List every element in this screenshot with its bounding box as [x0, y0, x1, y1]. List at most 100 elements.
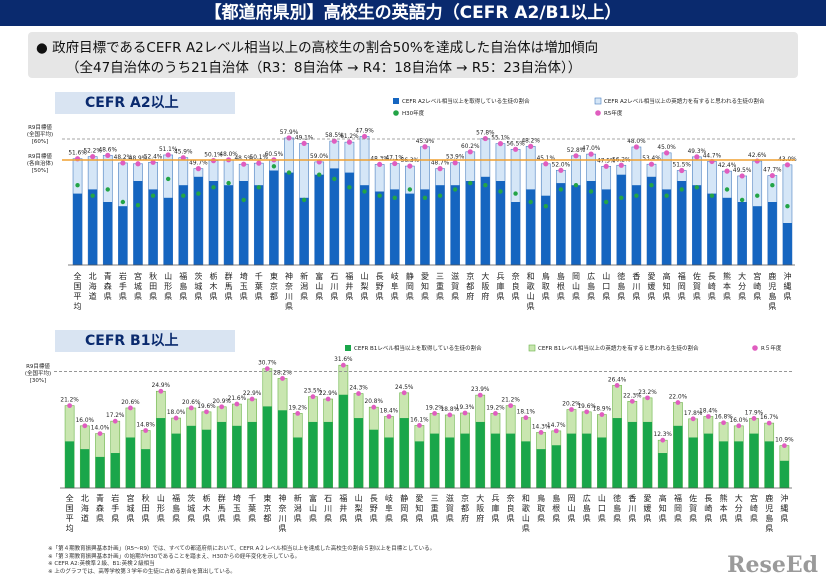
data-label-a2: 47.1% [386, 156, 405, 162]
category-b1: 滋賀県 [446, 493, 454, 523]
legend-label: R５年度 [761, 344, 782, 352]
category-char: 県 [723, 292, 731, 301]
category-b1: 富山県 [309, 493, 317, 523]
category-a2: 山梨県 [361, 271, 369, 301]
category-char: 玉 [233, 504, 241, 513]
data-label-a2: 42.4% [718, 163, 737, 169]
data-label-b1: 18.1% [517, 410, 536, 416]
category-char: 県 [451, 292, 459, 301]
h30-dot [709, 193, 715, 198]
footnote: ※ CEFR A2:英検準２級、B1:英検２級相当 [48, 561, 155, 568]
category-char: 梨 [355, 503, 363, 513]
category-b1: 秋田県 [142, 493, 150, 523]
bar-b1-acquired [354, 418, 364, 488]
r5-dot [361, 133, 368, 140]
bar-b1-acquired [764, 441, 774, 488]
bar-b1-acquired [551, 445, 561, 488]
bar-a2-acquired [329, 168, 339, 265]
category-char: 海 [89, 281, 97, 291]
bar-b1-acquired [110, 453, 120, 488]
r5-dot-b1 [295, 410, 301, 416]
category-b1: 茨城県 [187, 493, 195, 523]
category-char: 均 [66, 523, 74, 533]
category-b1: 香川県 [628, 493, 636, 523]
r5-dot [286, 135, 292, 141]
r5-dot [437, 166, 443, 172]
r5-dot-b1 [569, 407, 574, 412]
r5-dot [241, 161, 247, 167]
category-char: 栃 [209, 271, 217, 281]
r5-dot-b1 [325, 396, 331, 402]
bar-b1-acquired [506, 433, 516, 488]
category-char: 三 [431, 494, 439, 503]
category-char: 県 [663, 292, 671, 301]
category-b1: 広島県 [583, 493, 591, 523]
category-char: 県 [406, 292, 414, 301]
category-char: 葉 [255, 281, 263, 291]
category-a2: 福島県 [179, 272, 187, 301]
category-a2: 香川県 [632, 271, 640, 301]
r5-dot [497, 141, 504, 147]
category-a2: 長野県 [376, 272, 384, 301]
category-char: 知 [663, 281, 671, 291]
category-char: 県 [628, 514, 636, 523]
category-char: 県 [179, 292, 187, 301]
r5-dot-b1 [705, 414, 711, 419]
category-char: 崎 [704, 503, 712, 513]
category-char: 児 [768, 282, 776, 291]
category-char: 岡 [406, 282, 414, 291]
data-label-b1: 20.6% [182, 400, 201, 406]
category-char: 長 [370, 494, 378, 503]
bar-a2-acquired [254, 185, 264, 265]
r5-dot [180, 155, 186, 161]
category-char: 縄 [780, 504, 788, 513]
category-char: 木 [209, 281, 217, 291]
category-char: 川 [324, 504, 332, 513]
category-char: 神 [279, 493, 287, 503]
category-char: 県 [355, 514, 363, 523]
h30-dot [649, 183, 654, 188]
data-label-a2: 52.0% [552, 162, 571, 168]
category-char: 県 [598, 514, 606, 523]
category-char: 山 [602, 271, 610, 281]
category-char: 神 [285, 271, 293, 281]
h30-dot [785, 204, 790, 209]
target-label-b1: R9目標値 [26, 362, 50, 370]
h30-dot [301, 197, 307, 203]
r5-dot [90, 154, 96, 160]
category-char: 県 [708, 292, 716, 301]
category-char: 庫 [496, 281, 504, 291]
category-b1: 長野県 [370, 494, 378, 523]
category-b1: 栃木県 [202, 493, 210, 523]
data-label-b1: 14.3% [532, 424, 551, 430]
category-char: 島 [552, 493, 560, 503]
category-b1: 兵庫県 [491, 493, 499, 523]
category-char: 井 [339, 503, 347, 513]
target-label-b1: (全国平均) [25, 369, 51, 377]
category-char: 富 [315, 271, 323, 281]
category-a2: 三重県 [436, 272, 444, 301]
legend-dot [752, 345, 758, 351]
data-label-a2: 49.3% [688, 149, 707, 155]
data-label-a2: 45.0% [657, 145, 676, 151]
category-char: 県 [436, 292, 444, 301]
target-label-a2: (全国平均) [27, 130, 53, 138]
category-char: 川 [628, 504, 636, 513]
category-char: 山 [361, 271, 369, 281]
category-char: 阪 [481, 282, 489, 291]
category-b1: 青森県 [96, 493, 104, 523]
bar-b1-acquired [734, 441, 744, 488]
category-char: 分 [735, 504, 743, 513]
category-char: 府 [461, 513, 469, 523]
category-char: 県 [738, 292, 746, 301]
category-char: 県 [202, 514, 210, 523]
category-char: 広 [587, 271, 595, 281]
r5-dot-b1 [234, 401, 240, 407]
legend-swatch [345, 345, 351, 351]
category-char: 玉 [240, 282, 248, 291]
r5-dot-b1 [264, 366, 270, 372]
category-char: 秋 [142, 493, 150, 503]
category-char: 崎 [753, 281, 761, 291]
bar-a2-acquired [118, 206, 128, 265]
category-char: 県 [572, 292, 580, 301]
